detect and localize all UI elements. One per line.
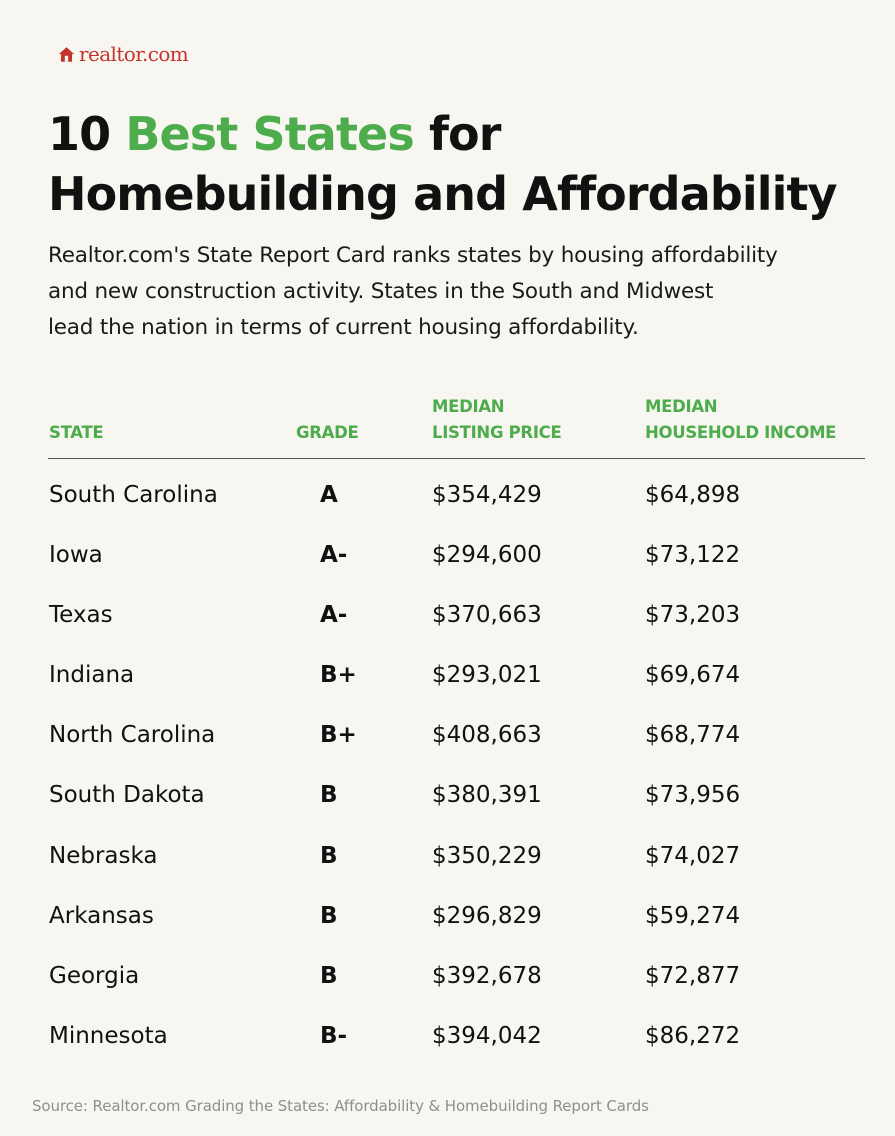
header-state: STATE [49, 423, 104, 442]
table-row: Georgia B $392,678 $72,877 [48, 940, 865, 1000]
table-row: Nebraska B $350,229 $74,027 [48, 820, 865, 880]
state-cell: North Carolina [49, 722, 216, 749]
price-cell: $392,678 [432, 962, 542, 989]
grade-cell: A- [320, 602, 348, 629]
price-cell: $293,021 [432, 662, 542, 689]
state-cell: South Dakota [49, 782, 205, 809]
state-cell: Minnesota [49, 1022, 168, 1049]
table-row: South Carolina A $354,429 $64,898 [48, 459, 865, 519]
header-grade: GRADE [296, 423, 359, 442]
grade-cell: A [320, 482, 338, 508]
table-row: Iowa A- $294,600 $73,122 [48, 519, 865, 579]
state-cell: Nebraska [49, 842, 158, 869]
income-cell: $74,027 [645, 842, 741, 869]
income-cell: $59,274 [645, 902, 741, 929]
table-row: Texas A- $370,663 $73,203 [48, 579, 865, 639]
table-row: Indiana B+ $293,021 $69,674 [48, 639, 865, 699]
state-cell: Arkansas [49, 902, 154, 929]
state-cell: South Carolina [49, 482, 218, 508]
income-cell: $69,674 [645, 662, 741, 689]
price-cell: $354,429 [432, 482, 542, 508]
table-header: STATE GRADE MEDIAN LISTING PRICE MEDIAN … [48, 396, 865, 459]
table-row: South Dakota B $380,391 $73,956 [48, 759, 865, 819]
source-note: Source: Realtor.com Grading the States: … [32, 1097, 649, 1115]
intro-line1: Realtor.com's State Report Card ranks st… [48, 243, 778, 268]
header-price-line2: LISTING PRICE [432, 423, 562, 442]
grade-cell: B+ [320, 722, 357, 749]
rankings-table: STATE GRADE MEDIAN LISTING PRICE MEDIAN … [48, 396, 865, 1060]
house-icon [58, 46, 75, 62]
title-suffix: for [413, 107, 502, 161]
price-cell: $408,663 [432, 722, 542, 749]
state-cell: Indiana [49, 662, 135, 689]
income-cell: $72,877 [645, 962, 741, 989]
intro-line2: and new construction activity. States in… [48, 279, 714, 304]
realtor-logo: realtor.com [58, 42, 189, 66]
title-prefix: 10 [48, 107, 126, 161]
income-cell: $73,203 [645, 602, 741, 629]
income-cell: $86,272 [645, 1022, 741, 1049]
income-cell: $73,122 [645, 542, 741, 569]
price-cell: $370,663 [432, 602, 542, 629]
table-row: Arkansas B $296,829 $59,274 [48, 880, 865, 940]
intro-line3: lead the nation in terms of current hous… [48, 315, 639, 340]
grade-cell: B [320, 962, 338, 989]
grade-cell: B [320, 842, 338, 869]
price-cell: $394,042 [432, 1022, 542, 1049]
price-cell: $350,229 [432, 842, 542, 869]
title-line2: Homebuilding and Affordability [48, 167, 838, 221]
header-income-line1: MEDIAN [645, 397, 718, 416]
grade-cell: B [320, 782, 338, 809]
state-cell: Texas [49, 602, 113, 629]
price-cell: $380,391 [432, 782, 542, 809]
income-cell: $68,774 [645, 722, 741, 749]
price-cell: $296,829 [432, 902, 542, 929]
logo-text: realtor.com [79, 42, 189, 66]
state-cell: Iowa [49, 542, 103, 569]
page-title: 10 Best States for Homebuilding and Affo… [48, 104, 888, 224]
price-cell: $294,600 [432, 542, 542, 569]
table-row: North Carolina B+ $408,663 $68,774 [48, 699, 865, 759]
header-income: MEDIAN HOUSEHOLD INCOME [645, 394, 836, 446]
table-row: Minnesota B- $394,042 $86,272 [48, 1000, 865, 1060]
grade-cell: A- [320, 542, 348, 569]
intro-paragraph: Realtor.com's State Report Card ranks st… [48, 238, 888, 346]
grade-cell: B+ [320, 662, 357, 689]
title-highlight: Best States [125, 107, 414, 161]
header-price: MEDIAN LISTING PRICE [432, 394, 562, 446]
income-cell: $73,956 [645, 782, 741, 809]
grade-cell: B [320, 902, 338, 929]
header-income-line2: HOUSEHOLD INCOME [645, 423, 837, 442]
state-cell: Georgia [49, 962, 140, 989]
income-cell: $64,898 [645, 482, 741, 508]
grade-cell: B- [320, 1022, 348, 1049]
header-price-line1: MEDIAN [432, 397, 505, 416]
